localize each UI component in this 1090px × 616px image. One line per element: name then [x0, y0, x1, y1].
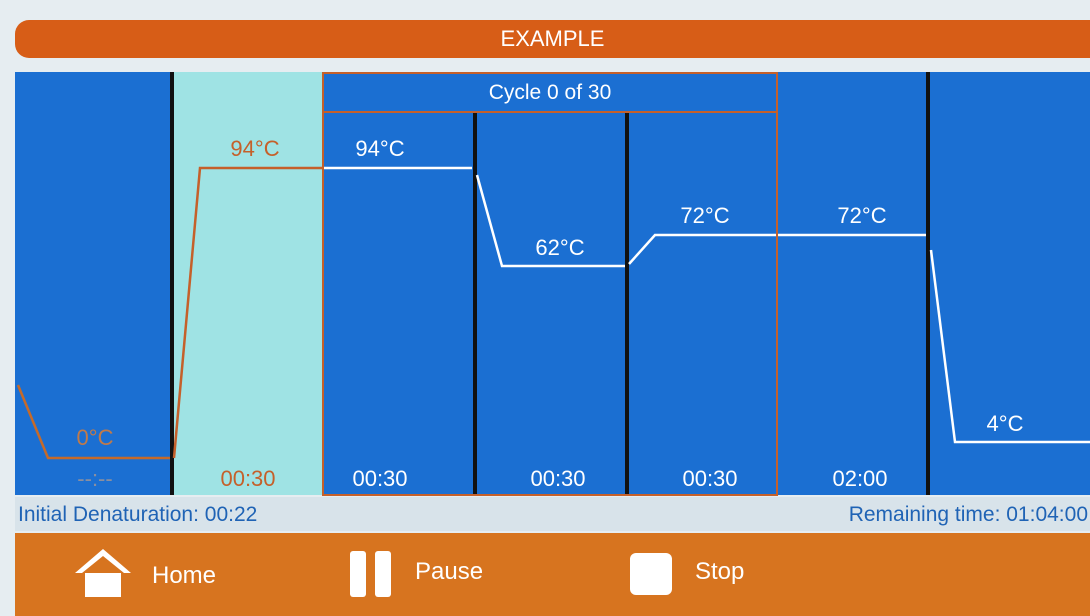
button-bar [15, 533, 1090, 616]
step-time: 02:00 [832, 466, 888, 491]
step-temp: 94°C [355, 136, 405, 161]
status-row [15, 497, 1090, 531]
profile-line [929, 249, 1090, 444]
home-icon[interactable] [75, 549, 131, 573]
cycle-label: Cycle 0 of 30 [324, 74, 776, 113]
step-column-active [174, 72, 322, 495]
home-icon[interactable] [85, 573, 121, 597]
profile-line [16, 384, 170, 460]
stop-button[interactable]: Stop [695, 558, 745, 585]
home-button[interactable]: Home [152, 562, 217, 589]
step-column [930, 72, 1090, 495]
step-temp: 62°C [535, 235, 585, 260]
current-step-status: Initial Denaturation: 00:22 [18, 503, 258, 526]
step-time: 00:30 [530, 466, 586, 491]
step-column [477, 72, 625, 495]
step-temp: 0°C [76, 425, 114, 450]
title-bar: EXAMPLE [15, 20, 1090, 58]
button-icons [75, 549, 672, 597]
step-column [322, 72, 473, 495]
stop-icon[interactable] [630, 553, 672, 595]
step-temp: 94°C [230, 136, 280, 161]
step-temp: 72°C [837, 203, 887, 228]
step-time: --:-- [77, 466, 113, 491]
profile-line [172, 166, 322, 459]
profile-line [475, 174, 625, 268]
pause-icon[interactable] [375, 551, 391, 597]
step-column [15, 72, 170, 495]
step-time: 00:30 [352, 466, 408, 491]
step-temp: 72°C [680, 203, 730, 228]
step-temp: 4°C [986, 411, 1024, 436]
remaining-time: Remaining time: 01:04:00 [848, 503, 1088, 526]
pause-button[interactable]: Pause [415, 558, 484, 585]
step-time: 00:30 [220, 466, 276, 491]
profile-line [628, 233, 926, 265]
pause-icon[interactable] [350, 551, 366, 597]
step-time: 00:30 [682, 466, 738, 491]
cycle-frame [322, 72, 778, 496]
